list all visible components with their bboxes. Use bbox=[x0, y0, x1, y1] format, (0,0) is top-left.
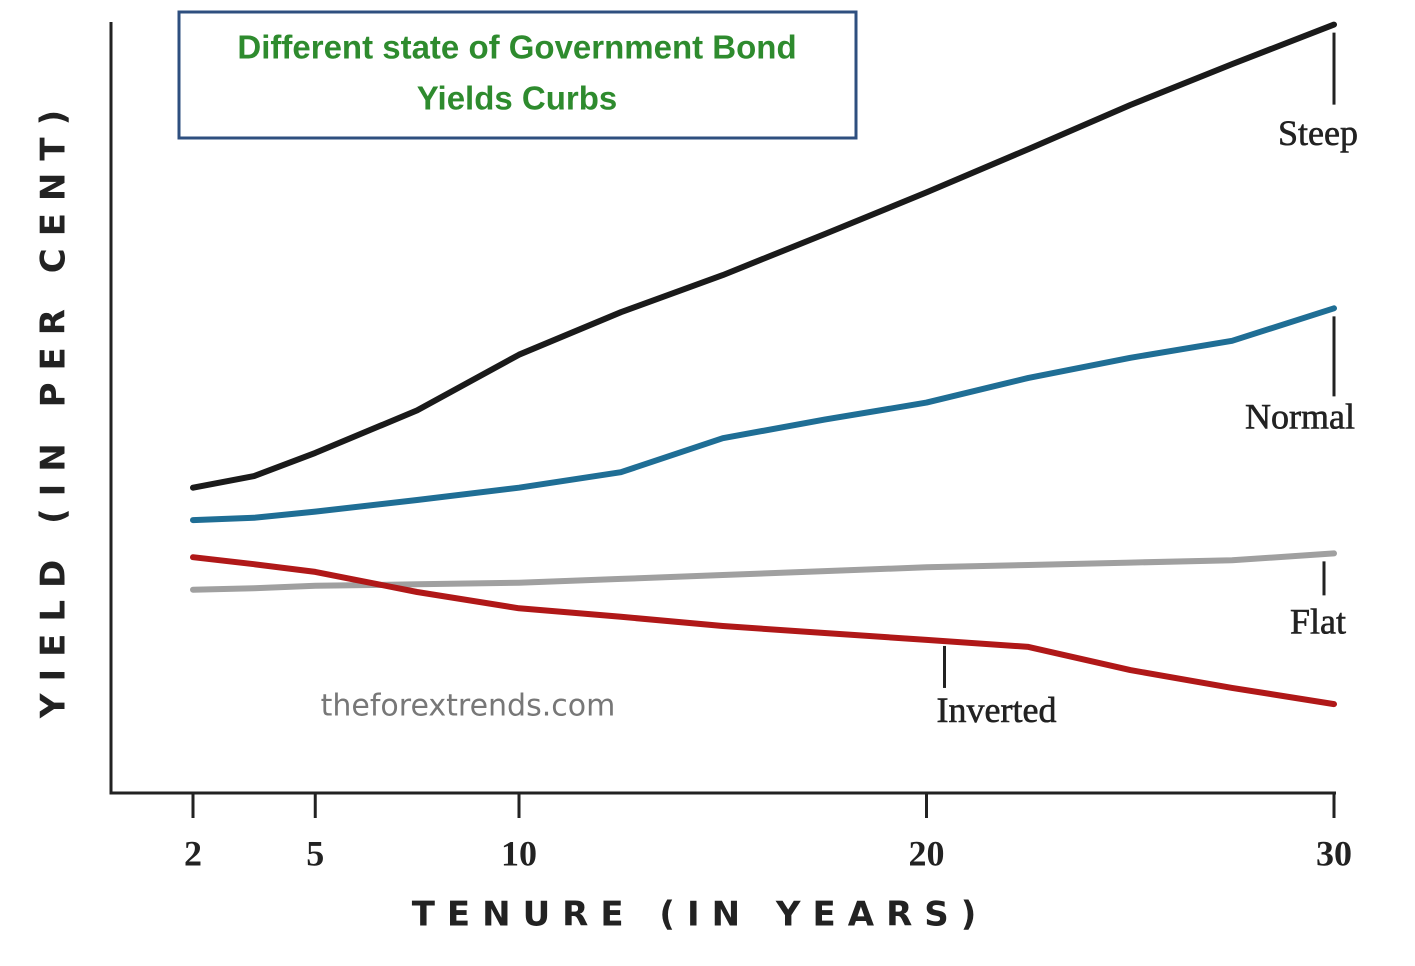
chart-title: Yields Curbs bbox=[417, 80, 618, 117]
line-series bbox=[190, 305, 1337, 524]
x-axis-title: TENURE (IN YEARS) bbox=[412, 895, 989, 935]
y-axis-title: YIELD (IN PER CENT) bbox=[34, 98, 74, 719]
x-tick-label: 20 bbox=[909, 833, 945, 873]
series-label: Normal bbox=[1245, 397, 1355, 437]
line-series bbox=[190, 21, 1337, 491]
x-tick-label: 30 bbox=[1316, 833, 1352, 873]
x-tick-label: 2 bbox=[184, 833, 202, 873]
x-tick-label: 5 bbox=[306, 833, 324, 873]
series-label: Inverted bbox=[937, 690, 1057, 730]
line-series bbox=[190, 550, 1337, 593]
title-box bbox=[177, 10, 858, 140]
chart-title: Different state of Government Bond bbox=[237, 29, 796, 66]
series-label: Flat bbox=[1290, 602, 1346, 642]
watermark: theforextrends.com bbox=[321, 689, 616, 724]
x-tick-label: 10 bbox=[501, 833, 537, 873]
series-label: Steep bbox=[1278, 113, 1358, 153]
line-series bbox=[190, 554, 1337, 708]
